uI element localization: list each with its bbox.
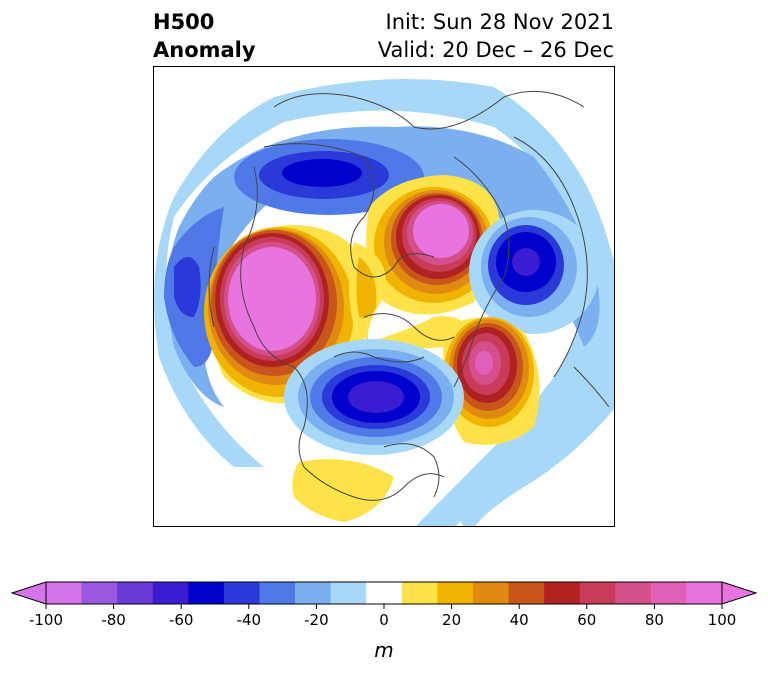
colorbar-tick-label: 20 <box>442 611 461 629</box>
colorbar-tick-label: 40 <box>510 611 529 629</box>
colorbar-swatch <box>81 582 118 604</box>
colorbar-unit: m <box>374 638 393 662</box>
colorbar-swatch <box>508 582 545 604</box>
colorbar-swatch <box>295 582 332 604</box>
map-title: H500 Anomaly <box>153 8 256 64</box>
colorbar-tick-label: 100 <box>708 611 737 629</box>
map-dates: Init: Sun 28 Nov 2021 Valid: 20 Dec – 26… <box>378 8 614 64</box>
colorbar-swatch <box>366 582 403 604</box>
colorbar-tick-label: -100 <box>29 611 63 629</box>
northern-low <box>234 139 424 215</box>
colorbar-swatch <box>437 582 474 604</box>
colorbar-swatch <box>579 582 616 604</box>
alaska-high <box>204 225 370 404</box>
colorbar-extend-low <box>10 581 47 605</box>
colorbar-tick-label: 0 <box>379 611 389 629</box>
siberia-high <box>366 175 500 315</box>
title-line-1: H500 <box>153 10 215 34</box>
colorbar-tick-label: 80 <box>645 611 664 629</box>
colorbar-swatch <box>615 582 652 604</box>
colorbar-swatch <box>117 582 154 604</box>
colorbar-tick-label: -60 <box>169 611 194 629</box>
light-blue-ring <box>154 79 614 526</box>
canada-low <box>284 339 464 455</box>
colorbar-tick-label: 60 <box>577 611 596 629</box>
atlantic-high <box>443 317 540 445</box>
colorbar: -100 -80 -60 -40 -20 0 20 40 60 80 100 m <box>10 581 758 662</box>
colorbar-swatch <box>259 582 296 604</box>
mexico-high <box>292 459 394 522</box>
arctic-band <box>349 242 474 349</box>
colorbar-swatch <box>650 582 687 604</box>
colorbar-tick-label: -40 <box>237 611 262 629</box>
colorbar-tick-label: -80 <box>101 611 126 629</box>
coastlines <box>208 90 610 501</box>
colorbar-swatch <box>330 582 367 604</box>
colorbar-swatch <box>223 582 260 604</box>
colorbar-swatch <box>46 582 83 604</box>
valid-dates: Valid: 20 Dec – 26 Dec <box>377 38 614 62</box>
colorbar-ticks: -100 -80 -60 -40 -20 0 20 40 60 80 100 <box>29 604 736 629</box>
colorbar-swatch <box>152 582 189 604</box>
europe-low <box>469 210 599 334</box>
colorbar-swatch <box>472 582 510 604</box>
colorbar-swatch <box>401 582 438 604</box>
init-date: Init: Sun 28 Nov 2021 <box>385 10 614 34</box>
colorbar-swatches <box>10 581 758 605</box>
colorbar-swatch <box>188 582 225 604</box>
colorbar-extend-high <box>721 581 758 605</box>
title-line-2: Anomaly <box>153 38 256 62</box>
colorbar-swatch <box>686 582 723 604</box>
anomaly-map <box>153 66 615 527</box>
colorbar-swatch <box>544 582 581 604</box>
colorbar-tick-label: -20 <box>304 611 329 629</box>
map-svg <box>154 79 614 526</box>
